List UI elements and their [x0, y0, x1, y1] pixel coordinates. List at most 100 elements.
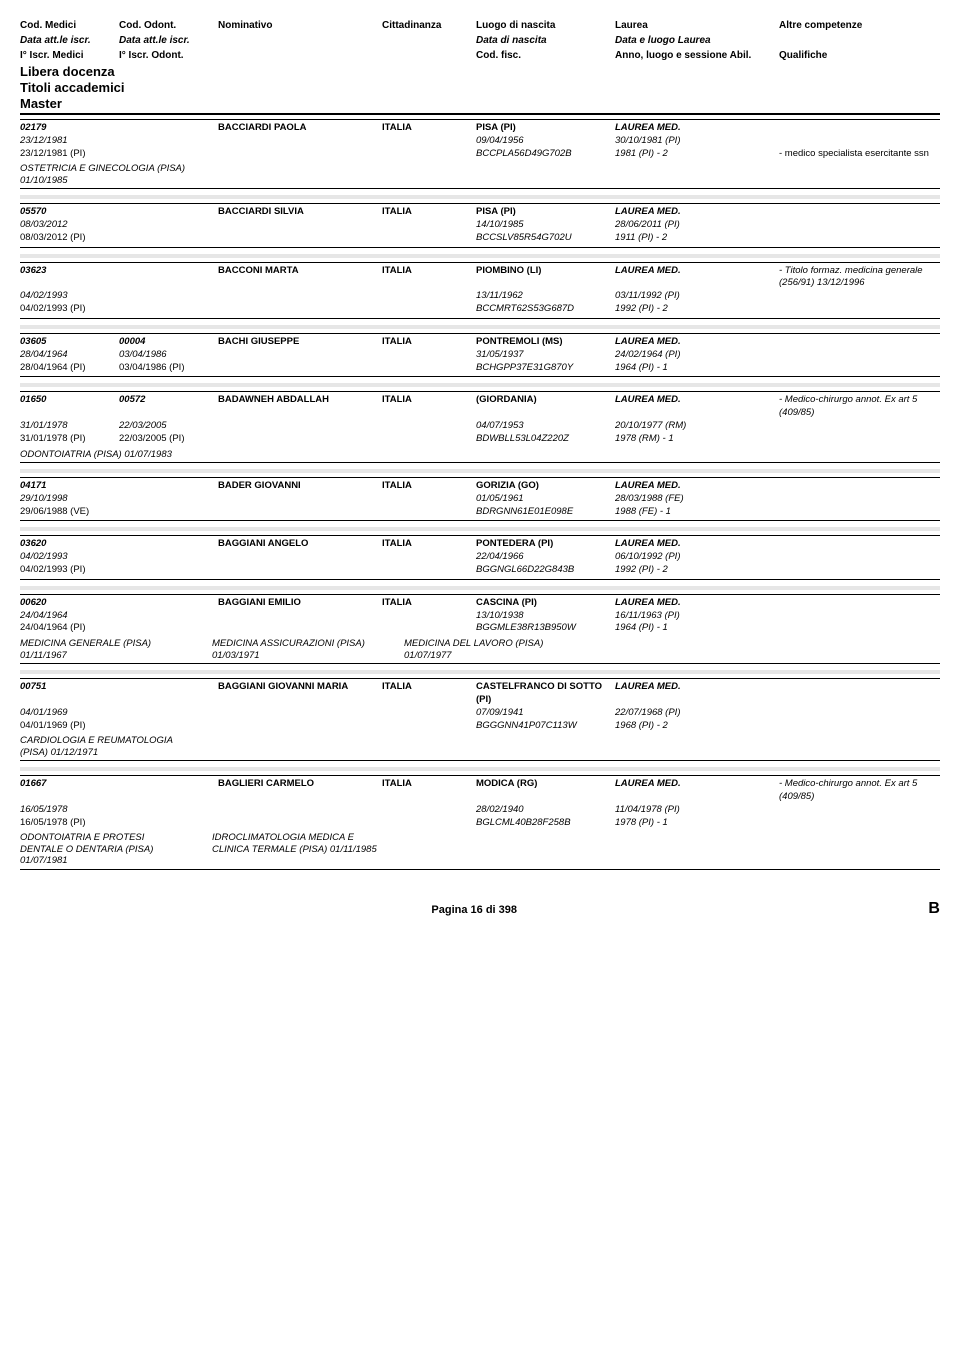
- cell: GORIZIA (GO): [476, 480, 611, 493]
- record-line: [20, 760, 940, 761]
- cell: [779, 122, 939, 135]
- cell: BAGGIANI EMILIO: [218, 597, 378, 610]
- cell: [119, 303, 214, 316]
- col-h: Data e luogo Laurea: [615, 35, 775, 46]
- cell: 31/01/1978: [20, 420, 115, 433]
- cell: BACCONI MARTA: [218, 265, 378, 291]
- cell: 28/02/1940: [476, 804, 611, 817]
- cell: 16/05/1978: [20, 804, 115, 817]
- cell: [218, 148, 378, 161]
- cell: [119, 506, 214, 519]
- cell: BAGLIERI CARMELO: [218, 778, 378, 804]
- cell: [119, 564, 214, 577]
- cell: - Medico-chirurgo annot. Ex art 5 (409/8…: [779, 778, 939, 804]
- cell: [382, 564, 472, 577]
- page-number: Pagina 16 di 398: [431, 904, 517, 916]
- record-row: 29/06/1988 (VE)BDRGNN61E01E098E1988 (FE)…: [20, 506, 940, 519]
- specialization: IDROCLIMATOLOGIA MEDICA E CLINICA TERMAL…: [212, 832, 382, 866]
- cell: LAUREA MED.: [615, 206, 775, 219]
- record-row: 04/01/1969 (PI)BGGGNN41P07C113W1968 (PI)…: [20, 720, 940, 733]
- cell: BGLCML40B28F258B: [476, 817, 611, 830]
- cell: [119, 707, 214, 720]
- cell: LAUREA MED.: [615, 336, 775, 349]
- cell: [218, 610, 378, 623]
- cell: 31/01/1978 (PI): [20, 433, 115, 446]
- page-letter: B: [928, 900, 940, 918]
- cell: 11/04/1978 (PI): [615, 804, 775, 817]
- col-h: I° Iscr. Odont.: [119, 50, 214, 61]
- cell: [218, 232, 378, 245]
- cell: [218, 720, 378, 733]
- record-row: 03623BACCONI MARTAITALIAPIOMBINO (LI)LAU…: [20, 265, 940, 291]
- record-line: [20, 594, 940, 595]
- record: 02179BACCIARDI PAOLAITALIAPISA (PI)LAURE…: [20, 119, 940, 186]
- record-line: [20, 869, 940, 870]
- cell: [779, 493, 939, 506]
- cell: 05570: [20, 206, 115, 219]
- record-row: 04/02/199313/11/196203/11/1992 (PI): [20, 290, 940, 303]
- cell: [382, 420, 472, 433]
- cell: [119, 778, 214, 804]
- cell: [779, 551, 939, 564]
- record-line: [20, 203, 940, 204]
- cell: 00620: [20, 597, 115, 610]
- record-row: 28/04/196403/04/198631/05/193724/02/1964…: [20, 349, 940, 362]
- cell: CASCINA (PI): [476, 597, 611, 610]
- cell: 24/04/1964: [20, 610, 115, 623]
- cell: LAUREA MED.: [615, 681, 775, 707]
- cell: [218, 506, 378, 519]
- cell: [119, 219, 214, 232]
- record-separator: [20, 469, 940, 473]
- cell: 01667: [20, 778, 115, 804]
- col-h: Cittadinanza: [382, 20, 472, 31]
- col-h: Altre competenze: [779, 20, 939, 31]
- col-h: Data di nascita: [476, 35, 611, 46]
- cell: [779, 804, 939, 817]
- cell: [119, 538, 214, 551]
- record-row: 04/02/1993 (PI)BGGNGL66D22G843B1992 (PI)…: [20, 564, 940, 577]
- cell: PIOMBINO (LI): [476, 265, 611, 291]
- cell: 13/10/1938: [476, 610, 611, 623]
- cell: [382, 506, 472, 519]
- cell: [779, 597, 939, 610]
- cell: PISA (PI): [476, 122, 611, 135]
- cell: 22/04/1966: [476, 551, 611, 564]
- cell: 1968 (PI) - 2: [615, 720, 775, 733]
- cell: [382, 349, 472, 362]
- cell: ITALIA: [382, 122, 472, 135]
- cell: [218, 290, 378, 303]
- cell: [119, 148, 214, 161]
- cell: 00751: [20, 681, 115, 707]
- cell: 28/04/1964 (PI): [20, 362, 115, 375]
- cell: ITALIA: [382, 597, 472, 610]
- cell: [382, 148, 472, 161]
- cell: [382, 610, 472, 623]
- record-line: [20, 262, 940, 263]
- cell: 29/10/1998: [20, 493, 115, 506]
- cell: 03/11/1992 (PI): [615, 290, 775, 303]
- records-container: 02179BACCIARDI PAOLAITALIAPISA (PI)LAURE…: [20, 119, 940, 870]
- cell: 28/03/1988 (FE): [615, 493, 775, 506]
- cell: 23/12/1981: [20, 135, 115, 148]
- cell: CASTELFRANCO DI SOTTO (PI): [476, 681, 611, 707]
- section-title: Master: [20, 96, 940, 111]
- cell: ITALIA: [382, 206, 472, 219]
- cell: 04171: [20, 480, 115, 493]
- cell: 03/04/1986: [119, 349, 214, 362]
- header-row-3: I° Iscr. Medici I° Iscr. Odont. Cod. fis…: [20, 48, 940, 63]
- cell: [218, 135, 378, 148]
- cell: [218, 707, 378, 720]
- cell: LAUREA MED.: [615, 265, 775, 291]
- specialization: ODONTOIATRIA (PISA) 01/07/1983: [20, 449, 172, 460]
- record-row: 04/02/1993 (PI)BCCMRT62S53G687D1992 (PI)…: [20, 303, 940, 316]
- header-row-1: Cod. Medici Cod. Odont. Nominativo Citta…: [20, 18, 940, 33]
- record-row: 31/01/1978 (PI)22/03/2005 (PI)BDWBLL53L0…: [20, 433, 940, 446]
- cell: [779, 336, 939, 349]
- cell: [382, 232, 472, 245]
- cell: ITALIA: [382, 480, 472, 493]
- cell: [382, 219, 472, 232]
- cell: [218, 433, 378, 446]
- record: 00620BAGGIANI EMILIOITALIACASCINA (PI)LA…: [20, 594, 940, 661]
- cell: [218, 493, 378, 506]
- record-line: [20, 520, 940, 521]
